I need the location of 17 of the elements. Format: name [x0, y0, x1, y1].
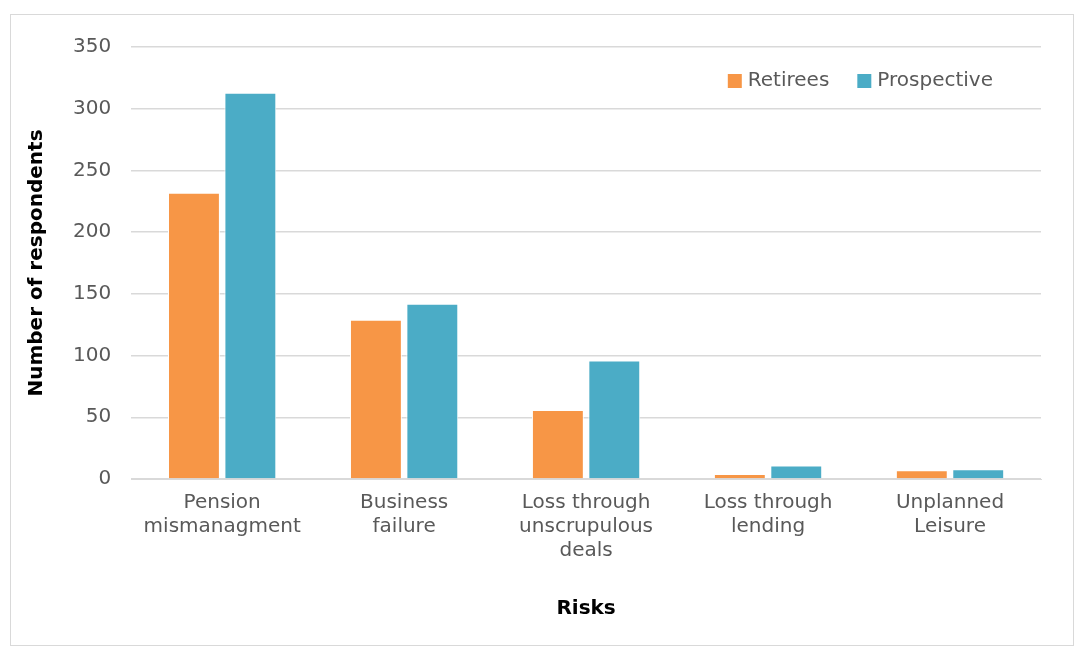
y-tick-label: 250	[72, 156, 112, 181]
x-axis-title: Risks	[556, 595, 616, 620]
y-tick-label: 50	[85, 403, 112, 428]
x-tick-label: Unplanned Leisure	[895, 489, 1005, 538]
y-tick-label: 200	[72, 218, 112, 243]
legend-label: Retirees	[747, 67, 830, 92]
legend-label: Prospective	[877, 67, 993, 92]
x-tick-label: Loss through lending	[703, 489, 833, 538]
y-tick-label: 150	[72, 280, 112, 305]
y-tick-label: 100	[72, 341, 112, 366]
x-tick-label: Business failure	[360, 489, 449, 538]
y-axis-title: Number of respondents	[23, 129, 48, 397]
x-tick-label: Pension mismanagment	[143, 489, 301, 538]
y-tick-label: 350	[72, 33, 112, 58]
y-tick-label: 300	[72, 94, 112, 119]
y-tick-label: 0	[98, 465, 112, 490]
x-tick-label: Loss through unscrupulous deals	[519, 489, 654, 562]
